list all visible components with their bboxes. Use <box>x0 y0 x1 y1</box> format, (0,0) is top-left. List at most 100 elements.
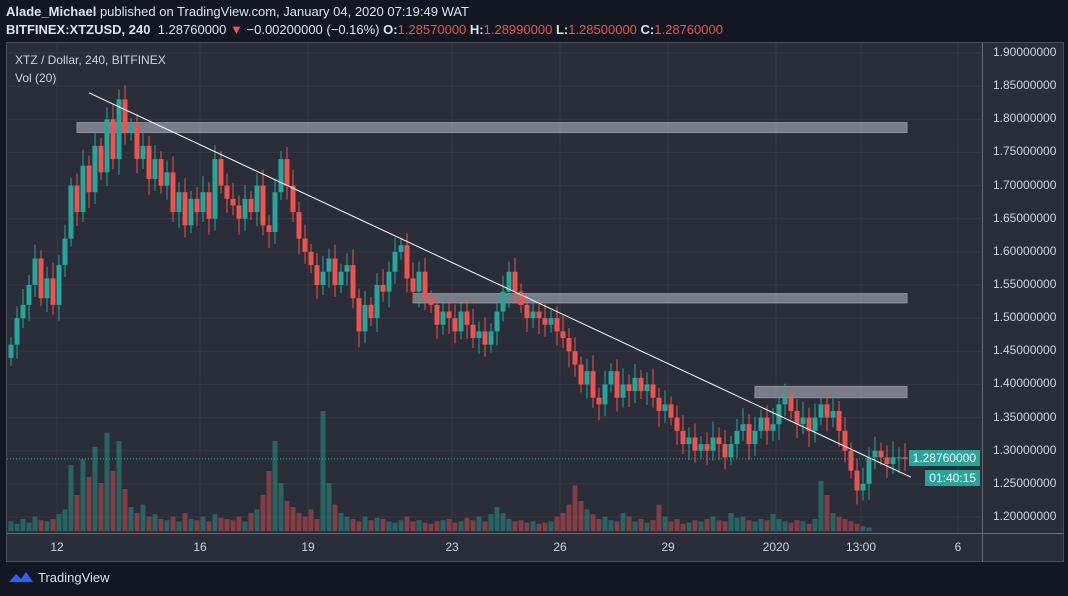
volume-bar <box>434 521 440 531</box>
candle-body <box>86 165 92 193</box>
candle-body <box>758 417 764 431</box>
change: −0.00200000 (−0.16%) <box>246 22 380 37</box>
candle-body <box>170 172 176 213</box>
candle-body <box>656 397 662 411</box>
candle-body <box>428 298 434 305</box>
volume-bar <box>824 495 830 531</box>
candlestick-chart[interactable] <box>7 43 982 533</box>
volume-bar <box>812 519 818 531</box>
volume-bar <box>494 507 500 531</box>
candle-body <box>422 271 428 299</box>
price-label: 1.45000000 <box>993 343 1057 358</box>
high-value: 1.28990000 <box>483 22 553 37</box>
volume-bar <box>374 517 380 531</box>
candle-body <box>518 291 524 305</box>
candle-body <box>20 304 26 319</box>
candle-body <box>680 430 686 445</box>
candle-body <box>836 410 842 431</box>
candle-body <box>440 311 446 325</box>
volume-bar <box>602 516 608 531</box>
low-label: L: <box>555 22 569 37</box>
volume-bar <box>152 514 158 531</box>
volume-bar <box>782 521 788 531</box>
candle-body <box>434 304 440 325</box>
candle-body <box>608 371 614 385</box>
volume-bar <box>134 513 140 531</box>
candle-body <box>530 311 536 319</box>
candle-body <box>590 371 596 398</box>
publish-info: Alade_Michael published on TradingView.c… <box>6 4 469 19</box>
volume-bar <box>788 522 794 531</box>
support-resistance-zone <box>412 293 908 304</box>
candle-body <box>572 351 578 365</box>
volume-bar <box>452 522 458 531</box>
candle-body <box>770 424 776 431</box>
volume-bar <box>110 471 116 531</box>
volume-bar <box>500 513 506 531</box>
volume-bar <box>410 521 416 531</box>
candle-body <box>332 258 338 285</box>
time-label: 2020 <box>762 540 790 554</box>
volume-bar <box>260 495 266 531</box>
volume-bar <box>596 519 602 531</box>
candle-body <box>566 338 572 352</box>
volume-bar <box>722 521 728 531</box>
candle-body <box>482 331 488 345</box>
chart-pane[interactable]: XTZ / Dollar, 240, BITFINEX Vol (20) 1.2… <box>7 43 982 533</box>
candle-body <box>386 271 392 292</box>
volume-bar <box>80 459 86 531</box>
candle-body <box>38 258 44 299</box>
volume-bar <box>566 504 572 531</box>
brand-name: TradingView <box>38 569 110 585</box>
volume-bar <box>542 522 548 531</box>
volume-bar <box>116 441 122 531</box>
candle-body <box>176 192 182 213</box>
candle-body <box>182 192 188 226</box>
candle-body <box>326 258 332 272</box>
volume-bar <box>476 516 482 531</box>
candle-body <box>794 410 800 425</box>
candle-body <box>122 99 128 133</box>
price-axis[interactable]: 1.90000000 1.85000000 1.80000000 1.75000000… <box>982 43 1064 533</box>
time-label: 29 <box>661 540 675 554</box>
volume-bar <box>242 521 248 531</box>
candle-body <box>374 285 380 319</box>
author[interactable]: Alade_Michael <box>6 4 97 19</box>
candle-body <box>842 430 848 451</box>
price-label: 1.25000000 <box>993 475 1057 490</box>
candle-body <box>416 271 422 292</box>
candle-body <box>596 397 602 405</box>
volume-bar <box>188 519 194 531</box>
candle-body <box>452 318 458 332</box>
volume-bar <box>266 471 272 531</box>
volume-bar <box>530 521 536 531</box>
time-label: 26 <box>553 540 567 554</box>
candle-body <box>272 192 278 232</box>
volume-bar <box>314 519 320 531</box>
candle-body <box>782 397 788 405</box>
volume-bar <box>764 520 770 531</box>
candle-body <box>104 119 110 173</box>
candle-body <box>296 212 302 239</box>
candle-body <box>188 198 194 226</box>
candle-body <box>830 410 836 418</box>
volume-bar <box>62 509 68 531</box>
candle-body <box>878 450 884 458</box>
volume-bar <box>560 513 566 531</box>
volume-bar <box>104 432 110 531</box>
tradingview-logo[interactable]: TradingView <box>8 569 110 585</box>
volume-bar <box>170 516 176 531</box>
axis-corner <box>982 533 1064 562</box>
candle-body <box>146 145 152 179</box>
volume-bar <box>800 521 806 531</box>
volume-bar <box>638 519 644 531</box>
volume-bar <box>32 516 38 531</box>
open-value: 1.28570000 <box>397 22 467 37</box>
candle-body <box>200 192 206 213</box>
volume-bar <box>848 521 854 531</box>
candle-body <box>98 145 104 173</box>
time-axis[interactable]: 12 16 19 23 26 29 2020 13:00 6 <box>7 533 982 562</box>
volume-bar <box>758 519 764 531</box>
volume-bar <box>14 523 20 531</box>
candle-body <box>824 404 830 418</box>
